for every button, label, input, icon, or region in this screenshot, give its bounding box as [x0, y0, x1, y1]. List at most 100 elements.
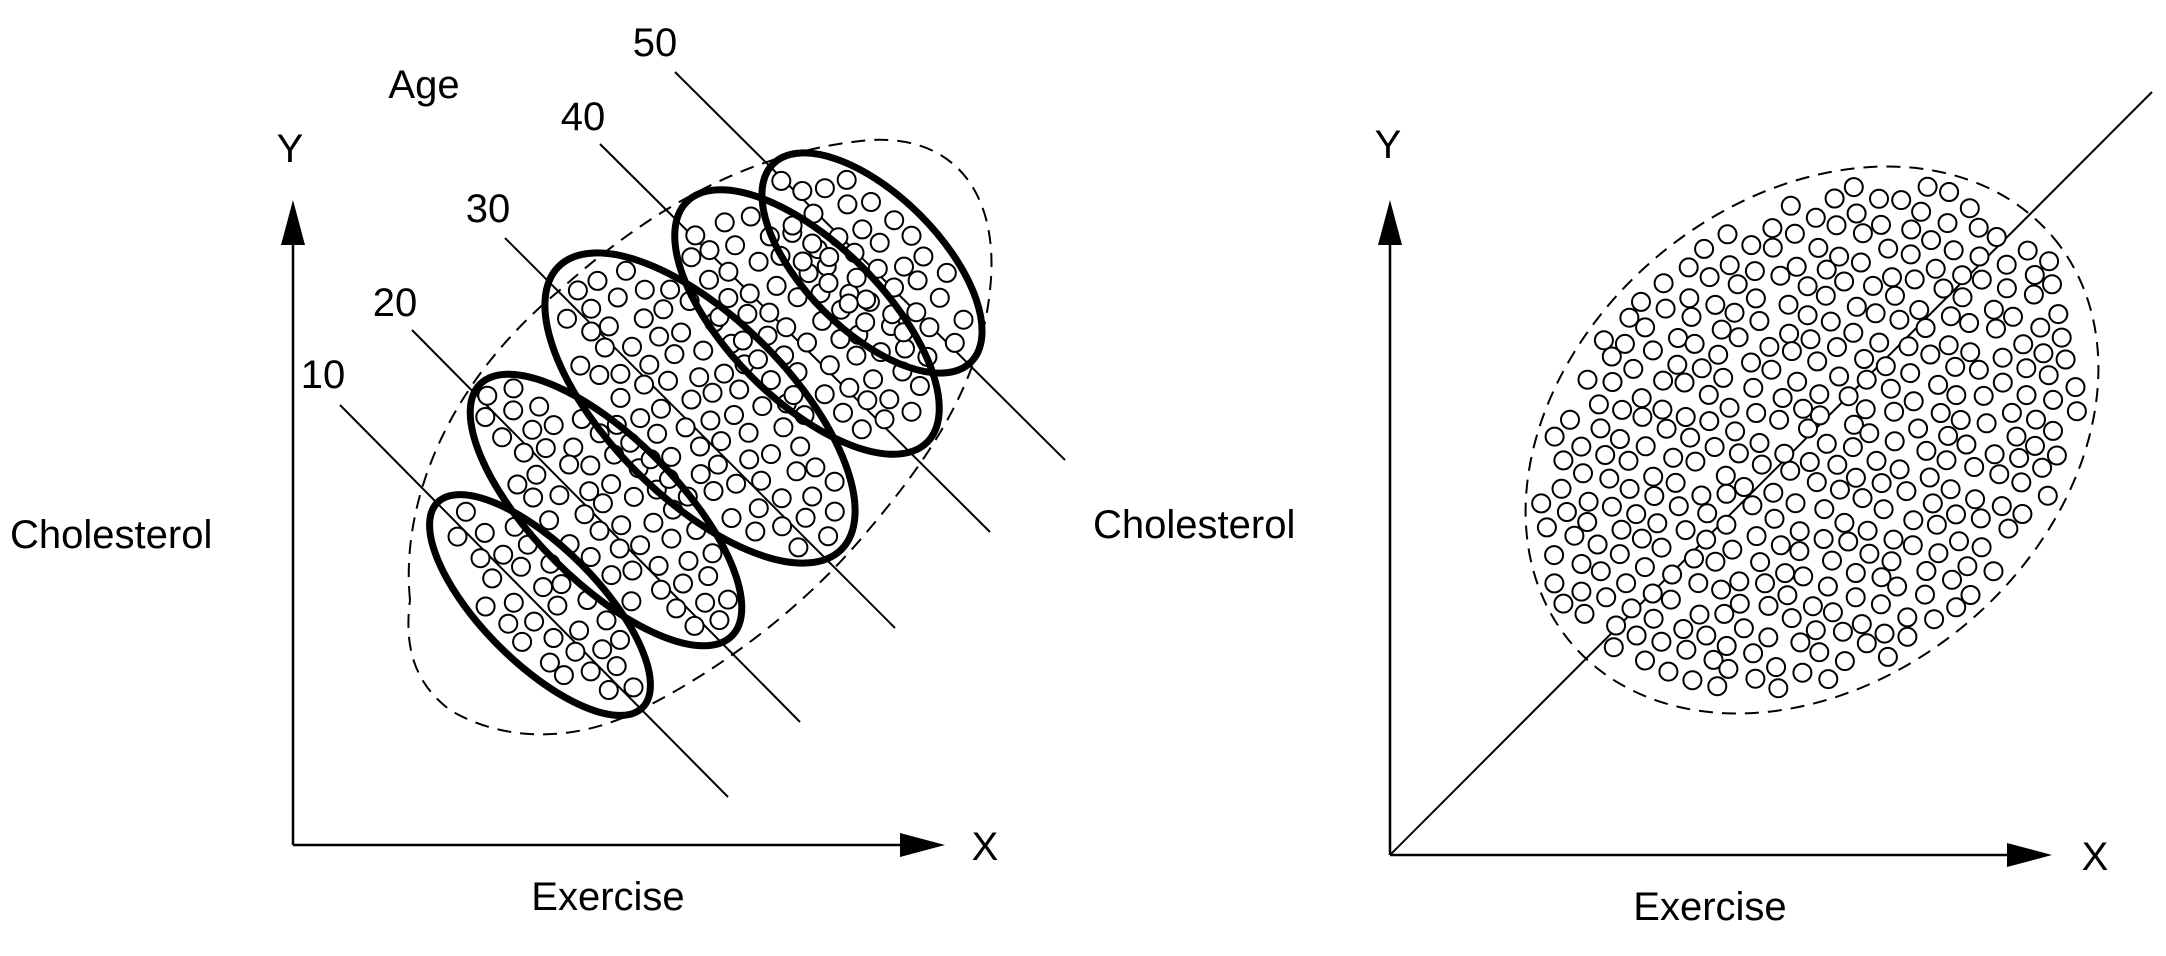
pooled-sample-dot — [1882, 267, 1902, 288]
pooled-sample-dot — [1708, 344, 1729, 365]
age-group-20-dot — [601, 474, 622, 495]
pooled-sample-dot — [1976, 413, 1997, 434]
age-group-50-dot — [856, 289, 877, 310]
age-group-30-dot — [610, 363, 631, 384]
age-group-20-dot — [673, 573, 693, 594]
age-group-40-dot — [783, 385, 804, 406]
pooled-sample-dot — [1662, 564, 1683, 585]
pooled-sample-dot — [1939, 182, 1960, 202]
pooled-sample-dot — [1857, 520, 1878, 541]
age-group-10-dot — [539, 652, 560, 673]
pooled-sample-dot — [1949, 531, 1969, 552]
pooled-sample-dot — [1816, 433, 1837, 454]
age-group-30-dot — [658, 370, 678, 391]
age-group-40-dot — [740, 206, 761, 227]
age-group-30-dot — [752, 396, 773, 417]
pooled-sample-dot — [1724, 302, 1745, 323]
pooled-sample-dot — [1797, 305, 1818, 326]
left-panel: Y X Cholesterol Exercise Age 10 20 30 40… — [10, 21, 1066, 919]
pooled-sample-dot — [1926, 514, 1947, 535]
age-group-30-dot — [693, 340, 714, 361]
age-group-30-dot — [630, 408, 651, 429]
pooled-sample-dot — [1917, 176, 1938, 197]
age-group-40-dot — [776, 317, 797, 338]
age-group-20-dot — [630, 535, 651, 556]
pooled-sample-dot — [1644, 486, 1665, 506]
age-group-30-dot — [721, 508, 742, 528]
age-group-30-dot — [702, 382, 723, 403]
pooled-sample-dot — [1952, 265, 1973, 286]
pooled-sample-dot — [1590, 561, 1611, 582]
age-group-30-dot — [616, 260, 636, 281]
pooled-sample-dot — [1992, 372, 2013, 393]
age-group-40-dot — [874, 409, 895, 430]
pooled-sample-dot — [1780, 460, 1801, 481]
age-group-10-ellipse — [426, 491, 654, 719]
pooled-sample-dot — [2013, 334, 2034, 355]
pooled-sample-dot — [1705, 294, 1726, 315]
age-group-50-dot — [894, 256, 914, 277]
pooled-sample-dot — [1635, 317, 1656, 338]
pooled-sample-dot — [1809, 384, 1830, 405]
pooled-sample-dot — [2037, 485, 2058, 506]
pooled-sample-dot — [1741, 235, 1762, 256]
pooled-sample-dot — [1682, 670, 1703, 691]
pooled-sample-dot — [1869, 332, 1890, 353]
pooled-sample-dot — [1843, 177, 1864, 198]
pooled-sample-dot — [2009, 448, 2030, 468]
age-group-50-dot — [913, 246, 934, 267]
pooled-sample-dot — [1774, 443, 1795, 464]
age-group-30-dot — [570, 355, 591, 376]
pooled-sample-dot — [2001, 402, 2022, 423]
pooled-sample-dot — [1651, 631, 1672, 652]
pooled-sample-dot — [2065, 377, 2086, 398]
age-group-10-dot — [470, 548, 491, 569]
pooled-sample-dot — [1884, 401, 1905, 422]
pooled-sample-dot — [1599, 468, 1620, 489]
pooled-sample-dot — [1800, 329, 1821, 350]
age-group-30-dot — [729, 379, 750, 400]
pooled-sample-dot — [1685, 451, 1706, 472]
pooled-sample-dot — [1626, 504, 1647, 525]
pooled-sample-dot — [1984, 444, 2005, 465]
age-group-50-dot — [852, 219, 873, 240]
pooled-sample-dot — [1792, 662, 1813, 683]
age-group-20-dot — [513, 442, 534, 463]
left-group-lines — [339, 71, 1066, 798]
pooled-sample-dot — [1614, 333, 1635, 354]
age-group-30-dot — [824, 501, 845, 522]
age-group-30-dot — [805, 457, 826, 478]
pooled-sample-dot — [1699, 267, 1720, 288]
age-group-30-dot — [773, 417, 794, 438]
pooled-sample-dot — [1822, 550, 1842, 571]
age-group-40-dot — [714, 212, 735, 233]
pooled-sample-dot — [1714, 603, 1735, 624]
pooled-sample-dot — [1595, 445, 1616, 465]
pooled-sample-dot — [1655, 298, 1676, 319]
pooled-sample-dot — [1822, 602, 1843, 623]
pooled-sample-dot — [1940, 479, 1961, 500]
age-group-40-dot — [879, 389, 900, 410]
pooled-sample-dot — [1577, 512, 1598, 532]
pooled-sample-dot — [1574, 603, 1595, 624]
age-group-30-dot — [760, 370, 781, 391]
pooled-sample-dot — [1609, 429, 1630, 449]
age-group-10-dot — [475, 596, 496, 617]
pooled-sample-dot — [1696, 625, 1717, 646]
pooled-sample-dot — [1809, 642, 1830, 663]
age-group-10-dot — [503, 592, 524, 613]
age-group-40-dot — [732, 330, 753, 351]
pooled-sample-dot — [1553, 450, 1574, 471]
pooled-sample-dot — [1642, 583, 1663, 604]
age-group-40-dot — [748, 349, 768, 370]
age-group-10-dot — [598, 680, 619, 700]
age-group-40-dot — [718, 261, 739, 282]
age-group-20-dot — [718, 589, 738, 610]
pooled-sample-dot — [1713, 367, 1734, 388]
pooled-sample-dot — [1691, 485, 1712, 506]
age-group-10-dot — [533, 577, 554, 598]
pooled-sample-dot — [1815, 285, 1836, 306]
pooled-sample-dot — [2055, 349, 2076, 370]
pooled-sample-dot — [1642, 340, 1663, 361]
pooled-sample-dot — [1755, 573, 1775, 594]
